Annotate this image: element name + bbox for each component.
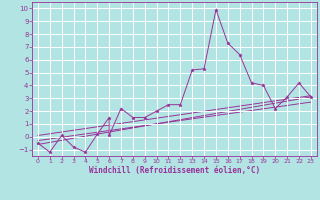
Point	[261, 84, 266, 87]
Point	[202, 67, 207, 70]
Point	[36, 142, 41, 145]
Point	[178, 103, 183, 106]
Point	[296, 81, 301, 84]
Point	[118, 107, 124, 110]
Point	[237, 53, 242, 56]
Point	[308, 95, 313, 99]
Point	[154, 109, 159, 113]
Point	[95, 133, 100, 136]
Point	[59, 134, 64, 137]
Point	[130, 116, 135, 119]
Point	[190, 68, 195, 72]
X-axis label: Windchill (Refroidissement éolien,°C): Windchill (Refroidissement éolien,°C)	[89, 166, 260, 175]
Point	[107, 116, 112, 119]
Point	[273, 107, 278, 110]
Point	[47, 151, 52, 154]
Point	[225, 41, 230, 45]
Point	[284, 95, 290, 99]
Point	[107, 134, 112, 137]
Point	[142, 116, 147, 119]
Point	[166, 103, 171, 106]
Point	[83, 151, 88, 154]
Point	[213, 8, 219, 11]
Point	[71, 145, 76, 149]
Point	[249, 81, 254, 84]
